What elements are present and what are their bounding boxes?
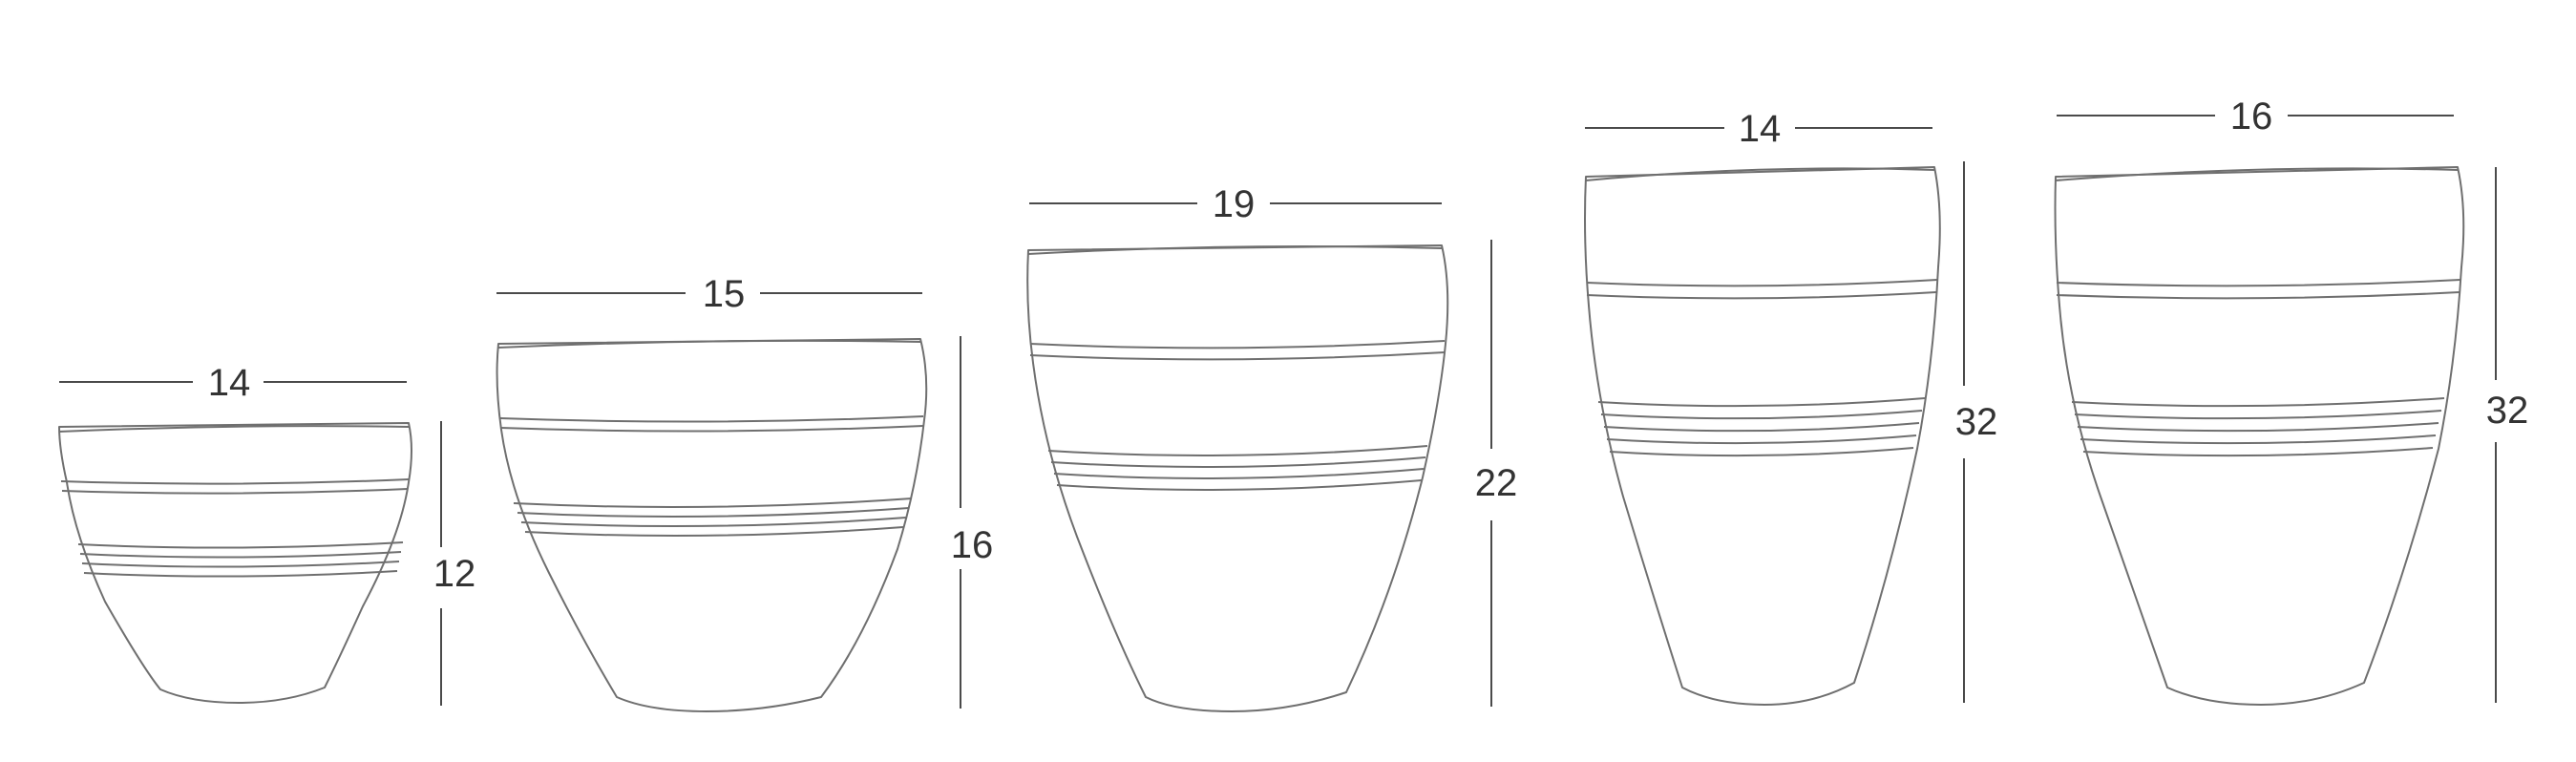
pot-3-height-label: 22 — [1475, 462, 1518, 504]
pot-4-bands — [1586, 279, 1938, 457]
pot-2: 15 16 — [496, 273, 994, 712]
pot-2-width-label: 15 — [703, 273, 746, 315]
pot-2-bands — [499, 415, 924, 537]
pot-3-bands — [1029, 340, 1446, 491]
pot-5-rim — [2055, 167, 2459, 181]
pot-4-width-label: 14 — [1739, 108, 1782, 150]
pot-3-height-dimension: 22 — [1475, 240, 1518, 707]
pot-5-height-label: 32 — [2486, 390, 2529, 432]
pot-1-height-dimension: 12 — [433, 421, 476, 706]
pot-5-width-label: 16 — [2230, 95, 2273, 138]
pot-1-width-label: 14 — [208, 362, 251, 404]
pot-4-height-label: 32 — [1955, 401, 1998, 443]
pot-4-width-dimension: 14 — [1585, 108, 1932, 150]
pot-5: 16 32 — [2054, 95, 2529, 706]
pot-1-bands — [60, 478, 410, 578]
pot-3-width-dimension: 19 — [1029, 183, 1442, 225]
pot-1: 14 12 — [58, 362, 476, 706]
pot-4-outline — [1584, 166, 1941, 706]
pot-5-width-dimension: 16 — [2057, 95, 2454, 138]
pot-3-width-label: 19 — [1213, 183, 1256, 225]
pot-5-bands — [2056, 279, 2461, 457]
pot-4-height-dimension: 32 — [1955, 161, 1998, 703]
pot-1-height-label: 12 — [433, 553, 476, 595]
pot-5-height-dimension: 32 — [2486, 167, 2529, 703]
pot-4: 14 32 — [1584, 108, 1998, 706]
pot-3-rim — [1027, 245, 1443, 255]
pot-2-width-dimension: 15 — [496, 273, 922, 315]
pot-2-height-dimension: 16 — [951, 336, 994, 709]
pot-5-outline — [2054, 166, 2465, 706]
pot-1-rim — [58, 425, 410, 433]
pot-3: 19 22 — [1026, 183, 1518, 712]
pot-2-height-label: 16 — [951, 524, 994, 566]
pot-2-rim — [497, 339, 921, 349]
pot-1-width-dimension: 14 — [59, 362, 407, 404]
pot-4-rim — [1585, 167, 1935, 181]
